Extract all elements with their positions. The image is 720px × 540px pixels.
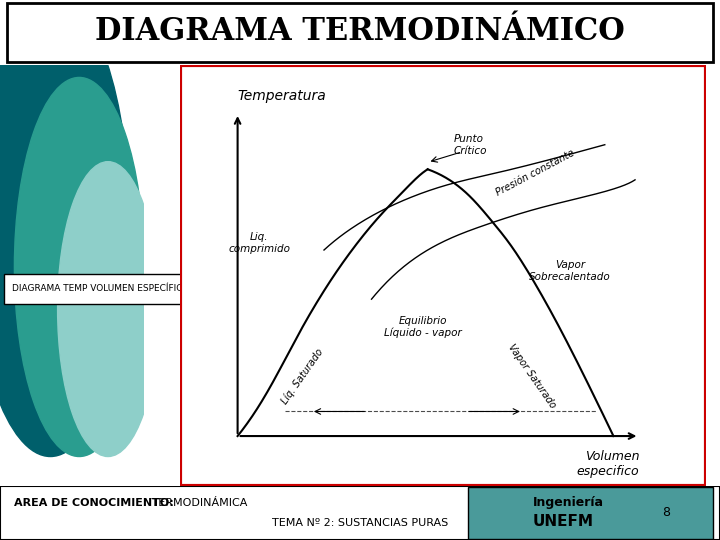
Text: DIAGRAMA TERMODINÁMICO: DIAGRAMA TERMODINÁMICO bbox=[95, 16, 625, 46]
Text: Temperatura: Temperatura bbox=[238, 89, 326, 103]
Text: Ingeniería: Ingeniería bbox=[533, 496, 604, 509]
FancyBboxPatch shape bbox=[7, 3, 713, 62]
FancyBboxPatch shape bbox=[0, 486, 720, 540]
FancyBboxPatch shape bbox=[180, 65, 706, 486]
Text: Vapor
Sobrecalentado: Vapor Sobrecalentado bbox=[529, 260, 611, 282]
Circle shape bbox=[14, 77, 144, 456]
FancyBboxPatch shape bbox=[4, 274, 197, 304]
Text: Vapor Saturado: Vapor Saturado bbox=[505, 342, 557, 410]
Text: Volumen
especifico: Volumen especifico bbox=[577, 450, 639, 478]
Circle shape bbox=[58, 161, 158, 456]
Text: Líq. Saturado: Líq. Saturado bbox=[279, 347, 325, 406]
Text: Punto
Crítico: Punto Crítico bbox=[454, 134, 487, 156]
Text: AREA DE CONOCIMIENTO:: AREA DE CONOCIMIENTO: bbox=[14, 498, 174, 508]
Text: Presión constante: Presión constante bbox=[495, 148, 577, 198]
Text: Liq.
comprimido: Liq. comprimido bbox=[228, 232, 290, 254]
Text: 8: 8 bbox=[662, 507, 670, 519]
Text: UNEFM: UNEFM bbox=[533, 514, 594, 529]
Text: DIAGRAMA TEMP VOLUMEN ESPECÍFICO: DIAGRAMA TEMP VOLUMEN ESPECÍFICO bbox=[12, 284, 189, 293]
FancyBboxPatch shape bbox=[468, 487, 713, 539]
Text: Equilibrio
Líquido - vapor: Equilibrio Líquido - vapor bbox=[384, 316, 462, 339]
Circle shape bbox=[0, 0, 130, 456]
Text: TEMA Nº 2: SUSTANCIAS PURAS: TEMA Nº 2: SUSTANCIAS PURAS bbox=[272, 518, 448, 528]
Text: TERMODINÁMICA: TERMODINÁMICA bbox=[148, 498, 247, 508]
